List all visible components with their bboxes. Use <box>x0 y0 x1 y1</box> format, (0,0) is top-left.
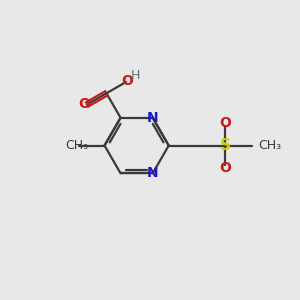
Text: O: O <box>219 116 231 130</box>
Text: N: N <box>147 166 158 180</box>
Text: O: O <box>219 161 231 176</box>
Text: CH₃: CH₃ <box>258 139 281 152</box>
Text: O: O <box>78 98 90 111</box>
Text: S: S <box>220 138 231 153</box>
Text: O: O <box>121 74 133 88</box>
Text: CH₃: CH₃ <box>65 139 88 152</box>
Text: H: H <box>131 68 140 82</box>
Text: N: N <box>147 111 158 125</box>
